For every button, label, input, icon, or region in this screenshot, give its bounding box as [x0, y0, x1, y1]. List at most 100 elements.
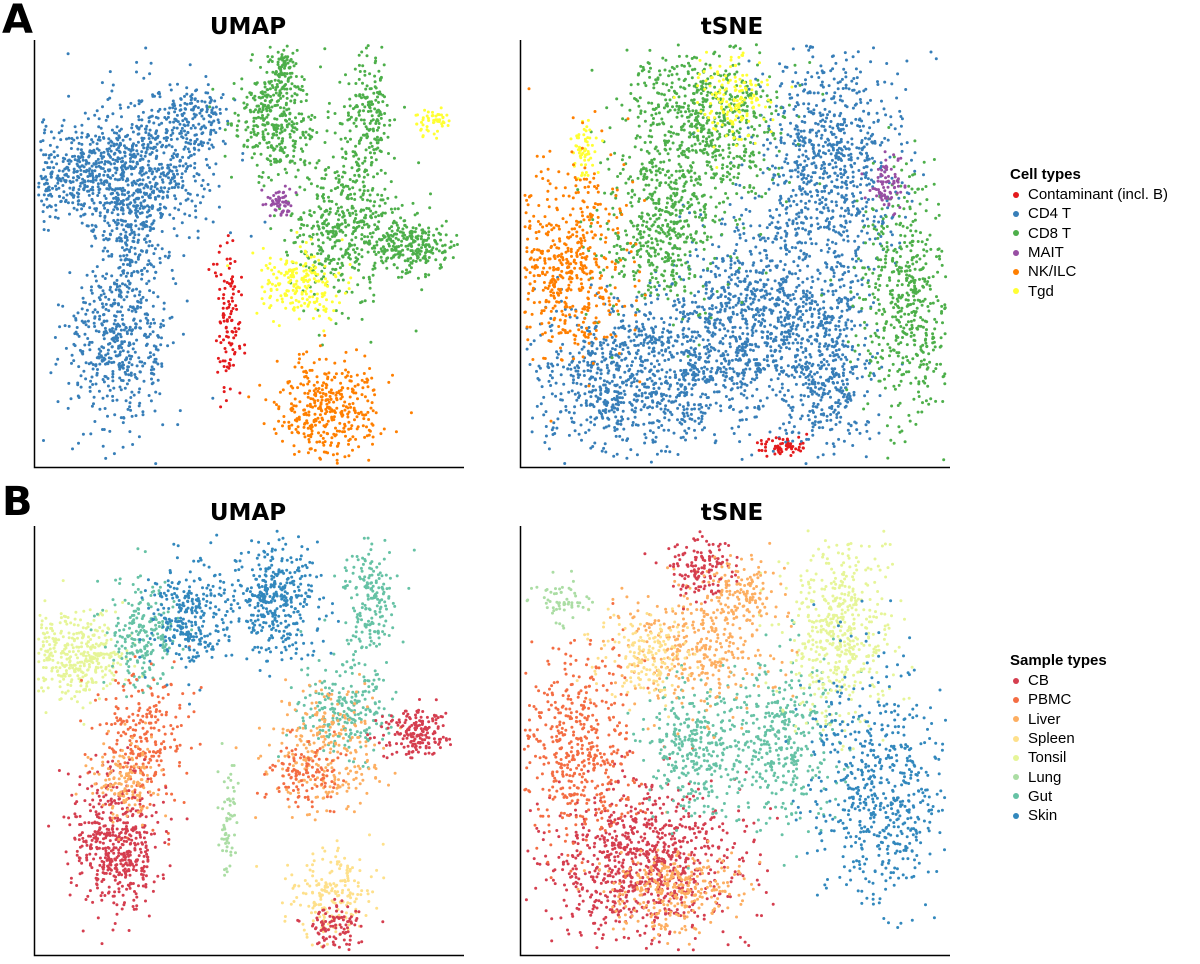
data-point [350, 166, 354, 170]
data-point [589, 395, 593, 399]
data-point [302, 160, 306, 164]
data-point [80, 307, 84, 311]
data-point [118, 310, 122, 314]
data-point [542, 413, 546, 417]
data-point [685, 431, 689, 435]
data-point [602, 341, 606, 345]
data-point [645, 358, 649, 362]
data-point [682, 335, 686, 339]
data-point [675, 381, 679, 385]
data-point [265, 95, 269, 99]
data-point [101, 131, 104, 135]
data-point [106, 114, 110, 118]
data-point [664, 404, 668, 408]
data-point [141, 410, 145, 414]
data-point [616, 407, 619, 411]
data-point [341, 430, 344, 434]
data-point [162, 136, 166, 140]
data-point [384, 259, 388, 263]
data-point [91, 367, 95, 371]
data-point [580, 325, 584, 329]
data-point [119, 166, 123, 169]
data-point [238, 344, 241, 348]
data-point [305, 421, 309, 425]
data-point [243, 343, 247, 347]
data-point [580, 438, 583, 442]
data-point [665, 370, 669, 374]
panel-a-label: A [2, 0, 33, 43]
data-point [118, 362, 122, 365]
data-point [663, 407, 667, 411]
data-point [162, 301, 166, 305]
data-point [194, 204, 197, 208]
data-point [575, 398, 579, 402]
data-point [754, 313, 758, 317]
data-point [249, 131, 253, 135]
data-point [128, 305, 132, 309]
data-point [125, 257, 129, 261]
data-point [182, 123, 186, 127]
data-point [622, 313, 626, 317]
data-point [694, 300, 698, 304]
data-point [624, 356, 628, 360]
data-point [79, 151, 83, 155]
data-point [158, 95, 162, 99]
data-point [295, 93, 299, 97]
data-point [263, 117, 267, 121]
data-point [286, 210, 289, 214]
data-point [141, 364, 145, 368]
data-point [413, 213, 417, 217]
data-point [380, 238, 384, 241]
data-point [302, 117, 305, 121]
data-point [690, 407, 694, 411]
data-point [108, 342, 112, 345]
data-point [620, 396, 624, 400]
panel-b-label: B [2, 479, 33, 525]
data-point [174, 107, 177, 111]
data-point [348, 97, 352, 101]
data-point [651, 431, 655, 435]
data-point [651, 406, 654, 410]
data-point [142, 334, 146, 337]
data-point [288, 65, 292, 69]
data-point [209, 132, 213, 136]
data-point [680, 320, 684, 324]
data-point [167, 176, 170, 180]
data-point [323, 177, 327, 181]
data-point [119, 258, 123, 262]
data-point [396, 228, 400, 232]
data-point [141, 195, 144, 199]
data-point [714, 383, 718, 386]
data-point [285, 119, 289, 123]
data-point [110, 200, 114, 204]
data-point [394, 221, 398, 225]
data-point [261, 171, 265, 174]
data-point [308, 213, 312, 217]
data-point [685, 411, 689, 415]
data-point [261, 107, 265, 111]
data-point [293, 410, 297, 414]
data-point [683, 385, 687, 389]
data-point [133, 252, 137, 256]
data-point [600, 360, 604, 364]
data-point [111, 158, 115, 161]
data-point [107, 141, 111, 145]
data-point [158, 202, 162, 206]
data-point [554, 381, 558, 385]
data-point [341, 264, 345, 267]
data-point [269, 178, 273, 182]
data-point [115, 285, 119, 289]
data-point [55, 145, 59, 149]
data-point [268, 262, 272, 266]
data-point [320, 388, 324, 392]
data-point [175, 113, 179, 117]
data-point [272, 126, 276, 130]
data-point [552, 421, 556, 425]
data-point [306, 280, 310, 284]
data-point [340, 386, 344, 390]
data-point [222, 293, 226, 297]
data-point [313, 401, 317, 405]
data-point [286, 61, 290, 65]
data-point [408, 263, 412, 267]
data-point [138, 178, 142, 182]
